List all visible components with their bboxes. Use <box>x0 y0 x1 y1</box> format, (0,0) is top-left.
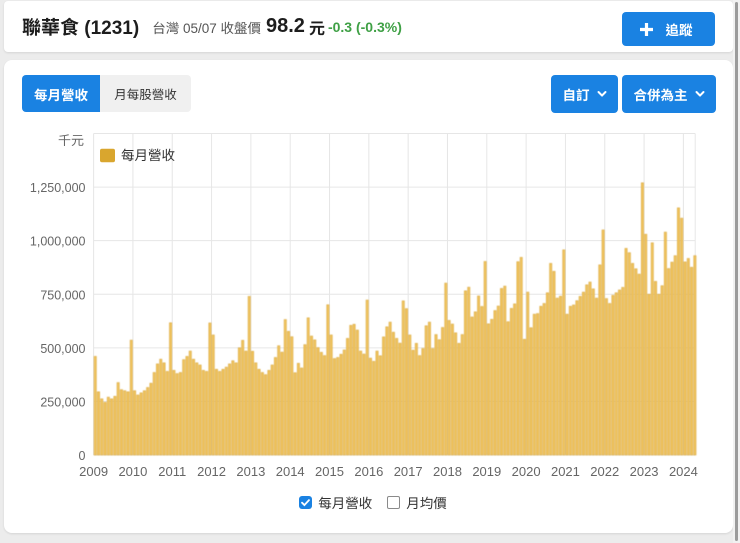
svg-text:千元: 千元 <box>58 133 84 148</box>
svg-text:2022: 2022 <box>590 464 619 479</box>
svg-text:2020: 2020 <box>512 464 541 479</box>
svg-text:2016: 2016 <box>354 464 383 479</box>
svg-text:每月營收: 每月營收 <box>121 148 175 163</box>
svg-text:2014: 2014 <box>276 464 305 479</box>
svg-text:2015: 2015 <box>315 464 344 479</box>
svg-text:2018: 2018 <box>433 464 462 479</box>
svg-text:2013: 2013 <box>236 464 265 479</box>
svg-text:2024: 2024 <box>669 464 698 479</box>
svg-text:250,000: 250,000 <box>40 395 85 409</box>
svg-text:2011: 2011 <box>158 464 186 479</box>
svg-text:2009: 2009 <box>79 464 108 479</box>
svg-text:500,000: 500,000 <box>40 342 85 356</box>
svg-text:2021: 2021 <box>551 464 580 479</box>
svg-text:0: 0 <box>79 449 86 463</box>
svg-text:1,000,000: 1,000,000 <box>30 235 86 249</box>
svg-text:2023: 2023 <box>630 464 659 479</box>
svg-text:2017: 2017 <box>394 464 423 479</box>
svg-text:2010: 2010 <box>118 464 147 479</box>
svg-text:1,250,000: 1,250,000 <box>30 181 86 195</box>
svg-text:2019: 2019 <box>472 464 501 479</box>
svg-text:2012: 2012 <box>197 464 226 479</box>
svg-text:750,000: 750,000 <box>40 288 85 302</box>
